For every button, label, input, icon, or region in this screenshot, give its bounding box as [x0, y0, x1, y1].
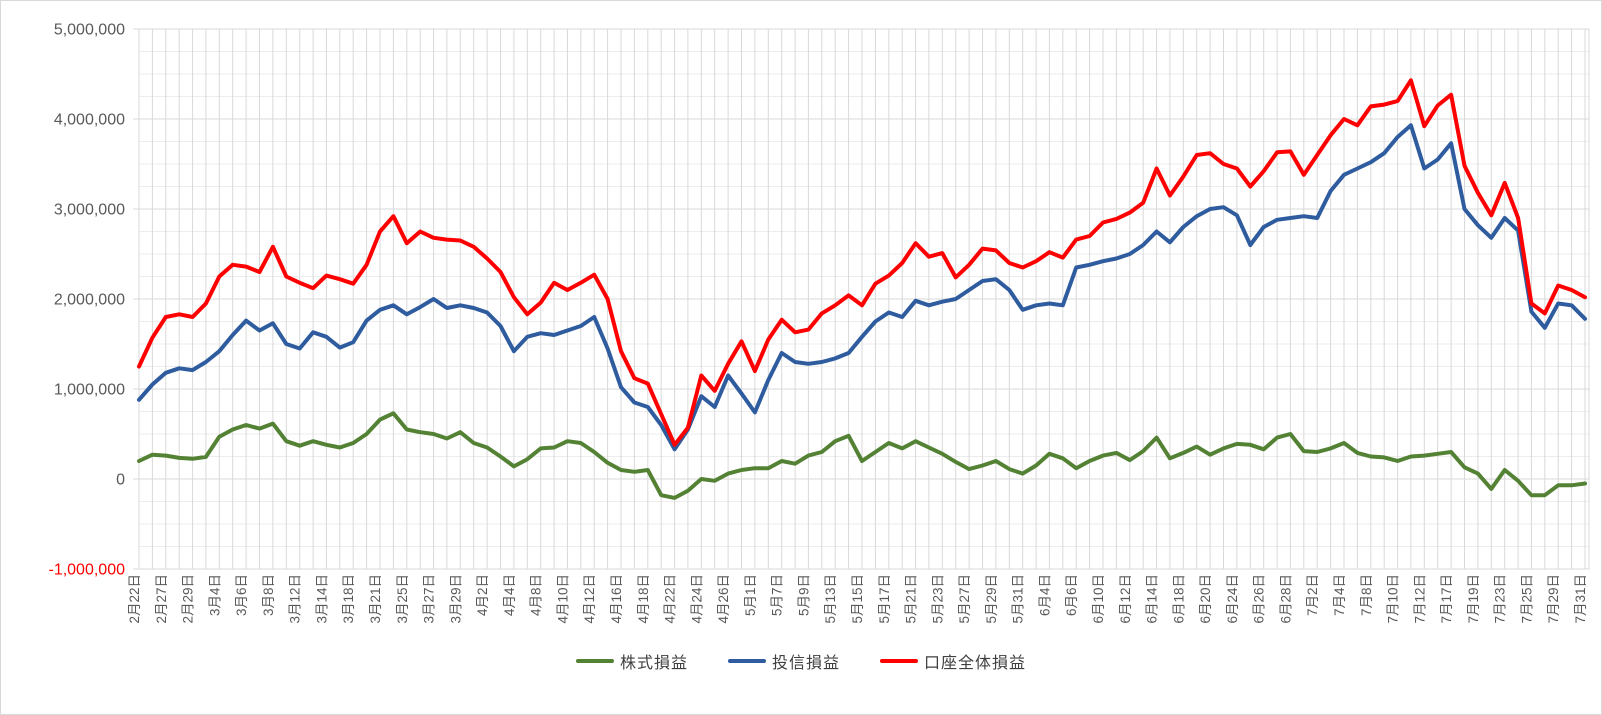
x-axis-tick-label[interactable]: 6月12日	[1118, 574, 1133, 624]
x-axis-tick-label[interactable]: 5月1日	[743, 574, 758, 616]
x-axis-tick-label[interactable]: 7月10日	[1386, 574, 1401, 624]
y-axis-tick-label[interactable]: 4,000,000	[54, 112, 125, 129]
x-axis-tick-label[interactable]: 6月24日	[1225, 574, 1240, 624]
x-axis-tick-label[interactable]: 7月25日	[1519, 574, 1534, 624]
y-axis-tick-label[interactable]: -1,000,000	[48, 562, 125, 579]
x-axis-tick-label[interactable]: 2月29日	[181, 574, 196, 624]
x-axis-tick-label[interactable]: 4月18日	[636, 574, 651, 624]
x-axis-tick-label[interactable]: 3月29日	[448, 574, 463, 624]
x-axis-tick-label[interactable]: 7月17日	[1439, 574, 1454, 624]
x-axis-tick-label[interactable]: 3月12日	[288, 574, 303, 624]
x-axis-tick-label[interactable]: 3月21日	[368, 574, 383, 624]
x-axis-tick-label[interactable]: 5月17日	[877, 574, 892, 624]
legend-item-fund-pl[interactable]: 投信損益	[727, 649, 841, 673]
x-axis-tick-label[interactable]: 4月12日	[582, 574, 597, 624]
y-axis-tick-label[interactable]: 5,000,000	[54, 22, 125, 39]
legend-item-total-account-pl[interactable]: 口座全体損益	[880, 649, 1026, 673]
legend-label-total-account-pl: 口座全体損益	[924, 655, 1027, 672]
x-axis-tick-label[interactable]: 7月2日	[1305, 574, 1320, 616]
x-axis-tick-label[interactable]: 5月23日	[930, 574, 945, 624]
x-axis-tick-label[interactable]: 3月4日	[207, 574, 222, 616]
x-axis-tick-label[interactable]: 4月22日	[663, 574, 678, 624]
x-axis-tick-label[interactable]: 5月9日	[796, 574, 811, 616]
x-axis-tick-label[interactable]: 6月14日	[1145, 574, 1160, 624]
x-axis-tick-label[interactable]: 7月19日	[1466, 574, 1481, 624]
x-axis-tick-label[interactable]: 6月18日	[1171, 574, 1186, 624]
y-axis-tick-label[interactable]: 3,000,000	[54, 202, 125, 219]
x-axis-tick-label[interactable]: 5月27日	[957, 574, 972, 624]
x-axis-tick-label[interactable]: 6月10日	[1091, 574, 1106, 624]
x-axis-tick-label[interactable]: 3月14日	[314, 574, 329, 624]
x-axis-tick-label[interactable]: 6月4日	[1037, 574, 1052, 616]
x-axis-tick-label[interactable]: 4月10日	[555, 574, 570, 624]
x-axis-tick-label[interactable]: 7月31日	[1573, 574, 1588, 624]
x-axis-tick-label[interactable]: 4月8日	[529, 574, 544, 616]
total-account-pl-line-swatch	[880, 659, 919, 663]
x-axis-tick-label[interactable]: 4月4日	[502, 574, 517, 616]
fund-pl-line[interactable]	[137, 123, 1587, 452]
x-axis-tick-label[interactable]: 4月26日	[716, 574, 731, 624]
x-axis-tick-label[interactable]: 7月12日	[1412, 574, 1427, 624]
x-axis-tick-label[interactable]: 7月23日	[1493, 574, 1508, 624]
y-axis-tick-label[interactable]: 0	[116, 472, 125, 489]
x-axis-tick-label[interactable]: 6月6日	[1064, 574, 1079, 616]
x-axis-tick-label[interactable]: 3月25日	[395, 574, 410, 624]
x-axis-tick-label[interactable]: 6月20日	[1198, 574, 1213, 624]
x-axis-tick-label[interactable]: 5月13日	[823, 574, 838, 624]
total-account-pl-line[interactable]	[137, 78, 1587, 447]
x-axis-tick-label[interactable]: 5月31日	[1011, 574, 1026, 624]
x-axis-tick-label[interactable]: 6月28日	[1278, 574, 1293, 624]
x-axis-tick-label[interactable]: 3月27日	[422, 574, 437, 624]
x-axis-tick-label[interactable]: 2月22日	[127, 574, 142, 624]
y-axis-tick-label[interactable]: 1,000,000	[54, 382, 125, 399]
x-axis-tick-label[interactable]: 6月26日	[1252, 574, 1267, 624]
x-axis-tick-label[interactable]: 7月4日	[1332, 574, 1347, 616]
x-axis-tick-label[interactable]: 3月6日	[234, 574, 249, 616]
x-axis-tick-label[interactable]: 4月16日	[609, 574, 624, 624]
x-axis-tick-label[interactable]: 5月7日	[770, 574, 785, 616]
chart-legend: 株式損益 投信損益 口座全体損益	[575, 649, 1026, 673]
y-axis-tick-label[interactable]: 2,000,000	[54, 292, 125, 309]
x-axis-tick-label[interactable]: 5月29日	[984, 574, 999, 624]
x-axis-tick-label[interactable]: 4月2日	[475, 574, 490, 616]
x-axis-tick-label[interactable]: 3月18日	[341, 574, 356, 624]
x-axis-tick-label[interactable]: 5月15日	[850, 574, 865, 624]
x-axis-tick-label[interactable]: 2月27日	[154, 574, 169, 624]
legend-item-stock-pl[interactable]: 株式損益	[575, 649, 688, 673]
fund-pl-line-swatch	[727, 659, 766, 663]
stock-pl-line-swatch	[575, 659, 614, 663]
legend-label-fund-pl: 投信損益	[771, 655, 841, 672]
x-axis-tick-label[interactable]: 7月29日	[1546, 574, 1561, 624]
x-axis-tick-label[interactable]: 3月8日	[261, 574, 276, 616]
x-axis-tick-label[interactable]: 5月21日	[904, 574, 919, 624]
stock-pl-line[interactable]	[137, 411, 1587, 500]
x-axis-tick-label[interactable]: 7月8日	[1359, 574, 1374, 616]
x-axis-tick-label[interactable]: 4月24日	[689, 574, 704, 624]
legend-label-stock-pl: 株式損益	[619, 655, 688, 672]
